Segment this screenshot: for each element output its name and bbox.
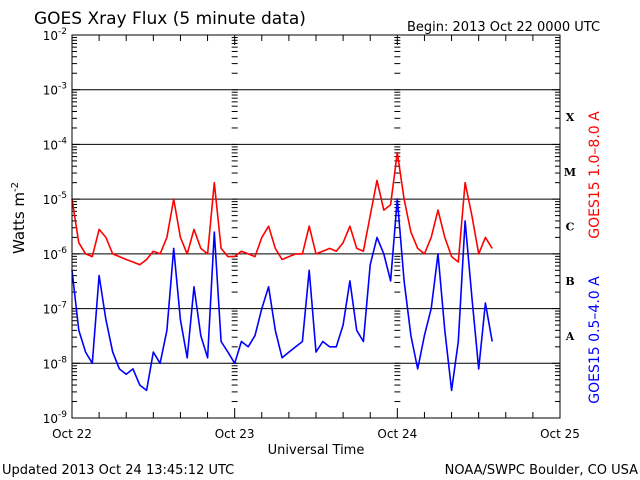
flare-class-A: A [565, 330, 575, 343]
axis-ticks [71, 35, 561, 419]
y-tick-label: 10-4 [43, 136, 68, 152]
updated-timestamp: Updated 2013 Oct 24 13:45:12 UTC [2, 463, 234, 478]
flare-class-M: M [564, 166, 576, 179]
y-tick-label: 10-3 [43, 82, 67, 98]
flare-class-B: B [565, 275, 574, 288]
chart-begin-label: Begin: 2013 Oct 22 0000 UTC [407, 20, 600, 35]
y-tick-label: 10-8 [43, 355, 68, 371]
y-tick-exponent: -2 [58, 27, 67, 37]
y-tick-label: 10-9 [43, 410, 68, 426]
x-tick-label: Oct 24 [377, 427, 417, 441]
y-tick-exponent: -4 [58, 136, 67, 146]
y-tick-base: 10 [43, 84, 58, 98]
series-lines [71, 151, 493, 392]
y-axis-label-text: Watts m [10, 192, 28, 254]
y-tick-exponent: -3 [58, 82, 67, 92]
y-tick-exponent: -8 [58, 355, 67, 365]
series-line-short-channel [71, 198, 493, 392]
x-tick-labels: Oct 22 Oct 23 Oct 24 Oct 25 [52, 427, 580, 441]
flare-class-labels: X M C B A [564, 111, 576, 343]
x-tick-label: Oct 22 [52, 427, 92, 441]
y-tick-labels: 10-210-310-410-510-610-710-810-9 [43, 27, 68, 426]
y-tick-base: 10 [43, 29, 58, 43]
legend-short-channel: GOES15 0.5–4.0 A [587, 276, 603, 404]
y-tick-base: 10 [43, 193, 58, 207]
y-tick-exponent: -5 [58, 191, 67, 201]
legend-long-channel: GOES15 1.0–8.0 A [587, 111, 603, 239]
grid-lines [72, 89, 560, 364]
x-axis-label: Universal Time [268, 443, 365, 458]
x-tick-label: Oct 25 [540, 427, 580, 441]
y-tick-label: 10-6 [43, 246, 68, 262]
y-axis-label: Watts m-2 [10, 182, 28, 254]
chart-title: GOES Xray Flux (5 minute data) [34, 9, 306, 29]
y-tick-label: 10-7 [43, 301, 67, 317]
flare-class-X: X [566, 111, 575, 124]
y-tick-exponent: -6 [58, 246, 67, 256]
y-tick-exponent: -9 [58, 410, 67, 420]
credit-label: NOAA/SWPC Boulder, CO USA [445, 463, 638, 478]
series-line-long-channel [71, 151, 493, 266]
y-tick-base: 10 [43, 248, 58, 262]
y-tick-base: 10 [43, 138, 58, 152]
plot-frame [71, 34, 561, 419]
x-tick-label: Oct 23 [215, 427, 255, 441]
y-tick-label: 10-5 [43, 191, 67, 207]
y-tick-exponent: -7 [58, 301, 67, 311]
y-tick-base: 10 [43, 303, 58, 317]
flare-class-C: C [566, 221, 575, 234]
y-tick-label: 10-2 [43, 27, 67, 43]
y-tick-base: 10 [43, 357, 58, 371]
y-axis-label-exponent: -2 [10, 182, 21, 192]
y-tick-base: 10 [43, 412, 58, 426]
